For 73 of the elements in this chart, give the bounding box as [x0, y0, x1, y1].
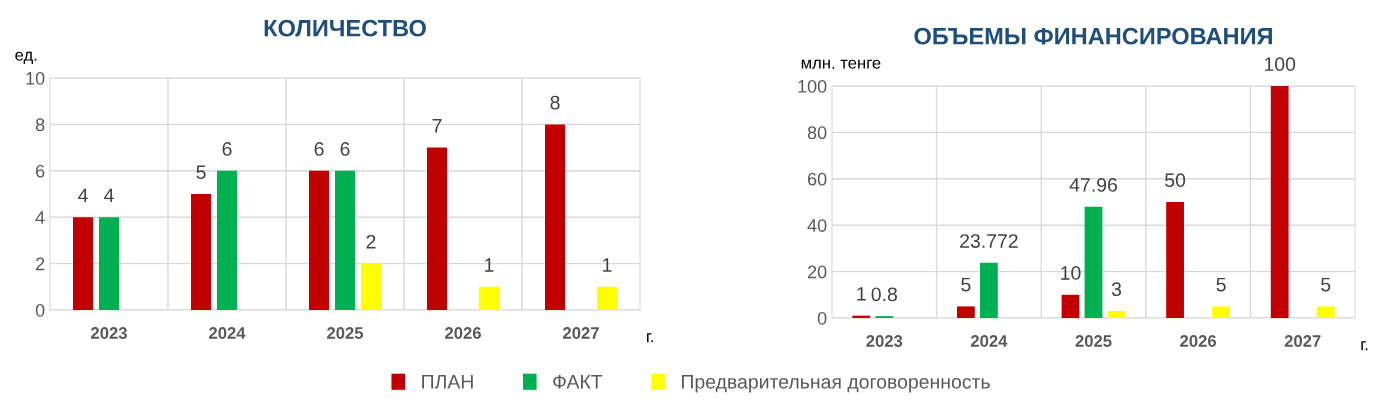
data-label: 1: [485, 258, 494, 272]
bar: [191, 194, 212, 310]
y-tick-label: 6: [36, 164, 45, 178]
data-label: 6: [340, 142, 350, 156]
bar: [1061, 294, 1080, 318]
y-tick-label: 8: [35, 118, 45, 132]
data-label: 2: [366, 234, 376, 249]
x-tick-label: 2024: [209, 327, 246, 339]
x-tick-label: 2027: [563, 327, 599, 339]
data-label: 47.96: [1069, 178, 1117, 192]
y-tick-label: 20: [807, 265, 827, 279]
y-tick-label: 60: [807, 172, 827, 186]
bar: [478, 286, 499, 310]
bar: [1084, 206, 1103, 318]
data-label: 7: [432, 119, 442, 133]
bar: [360, 263, 381, 310]
y-tick-label: 0: [35, 303, 45, 317]
bar: [545, 124, 566, 310]
bar: [1270, 86, 1289, 318]
y-tick-label: 100: [798, 79, 827, 93]
bar: [216, 170, 238, 310]
data-label: 10: [1061, 266, 1081, 280]
chart-title: КОЛИЧЕСТВО: [264, 19, 426, 37]
y-tick-label: 4: [35, 211, 45, 224]
x-tick-label: 2024: [970, 335, 1008, 347]
data-label: 5: [1216, 277, 1226, 292]
y-tick-label: 2: [36, 257, 45, 271]
bar: [1107, 311, 1126, 318]
y-tick-label: 10: [26, 71, 45, 85]
data-label: 5: [1321, 277, 1331, 292]
bar: [309, 170, 330, 310]
x-tick-label: 2026: [445, 327, 481, 339]
x-tick-label: 2025: [1075, 335, 1112, 347]
data-label: 6: [222, 142, 232, 156]
y-tick-label: 80: [807, 126, 827, 140]
data-label: 6: [314, 142, 324, 156]
bar: [98, 217, 120, 310]
data-label: 4: [78, 188, 88, 203]
data-label: 5: [196, 165, 206, 180]
legend-label: ПЛАН: [422, 375, 473, 389]
bar: [980, 262, 998, 318]
data-label: 1: [857, 287, 866, 301]
bar: [1212, 306, 1230, 318]
bar: [427, 147, 448, 310]
data-label: 8: [550, 95, 560, 110]
bar: [596, 286, 617, 310]
bar: [73, 217, 94, 310]
x-axis-title: г.: [1361, 341, 1368, 351]
data-label: 5: [961, 277, 971, 292]
y-tick-label: 0: [817, 311, 827, 325]
data-label: 50: [1165, 173, 1186, 188]
bar: [334, 170, 356, 310]
data-label: 3: [1111, 282, 1122, 297]
x-tick-label: 2023: [866, 335, 903, 347]
x-axis-title: г.: [647, 333, 654, 343]
data-label: 0.8: [871, 287, 897, 302]
bar: [1316, 306, 1335, 318]
x-tick-label: 2027: [1284, 335, 1321, 347]
x-tick-label: 2023: [91, 327, 127, 339]
legend-label: Предварительная договоренность: [682, 375, 990, 393]
bar: [957, 306, 975, 318]
data-label: 1: [603, 258, 612, 272]
data-label: 23.772: [960, 234, 1018, 248]
chart-title: ОБЪЕМЫ ФИНАНСИРОВАНИЯ: [914, 27, 1272, 45]
x-tick-label: 2026: [1180, 335, 1217, 347]
x-tick-label: 2025: [327, 327, 364, 339]
data-label: 4: [104, 188, 114, 203]
y-axis-title: млн. тенге: [801, 59, 881, 69]
y-axis-title: ед.: [15, 51, 37, 64]
bar: [1166, 202, 1184, 318]
legend-label: ФАКТ: [553, 374, 603, 389]
data-label: 100: [1264, 57, 1296, 72]
y-tick-label: 40: [807, 219, 827, 232]
